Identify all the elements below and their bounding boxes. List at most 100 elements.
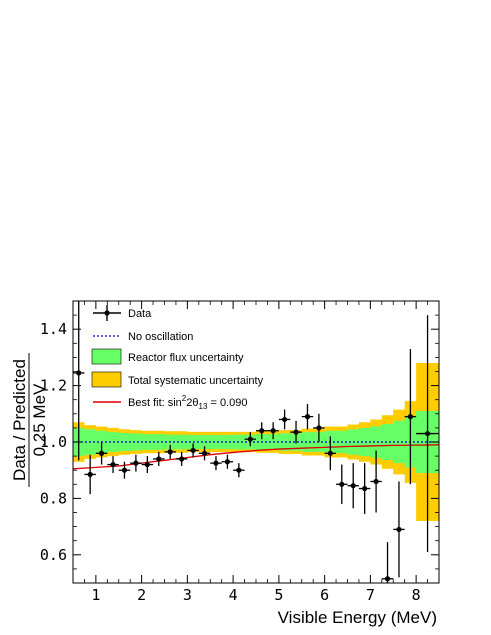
x-tick-label: 5 bbox=[274, 586, 283, 604]
data-point-marker bbox=[167, 449, 173, 455]
legend-item-data: Data bbox=[93, 305, 152, 321]
legend-label-no-oscillation: No oscillation bbox=[128, 331, 193, 343]
data-point bbox=[141, 456, 154, 474]
legend-best-fit-suffix: = 0.090 bbox=[207, 397, 247, 409]
legend-best-fit-sub: 13 bbox=[199, 402, 208, 411]
axes-ticks: 1 2 3 4 5 6 7 8 0.6 0.8 1.0 1.2 1.4 bbox=[40, 300, 440, 604]
data-point-marker bbox=[76, 370, 82, 376]
legend-item-best-fit: Best fit: sin22θ13 = 0.090 bbox=[93, 394, 247, 411]
data-point bbox=[404, 348, 417, 485]
data-point-marker bbox=[362, 485, 368, 492]
data-point-marker bbox=[179, 456, 185, 462]
data-point-marker bbox=[133, 460, 139, 466]
y-axis-label: Data / Predicted 0.25 MeV bbox=[10, 353, 49, 487]
data-point-marker bbox=[190, 447, 196, 454]
data-point-marker bbox=[270, 428, 276, 434]
y-axis-label-denominator: 0.25 MeV bbox=[30, 383, 49, 456]
legend-reactor-swatch bbox=[91, 348, 122, 365]
data-point bbox=[153, 451, 165, 466]
y-tick-label: 1.2 bbox=[40, 377, 67, 395]
data-point-marker bbox=[407, 414, 414, 420]
data-point bbox=[107, 456, 119, 474]
data-point-marker bbox=[396, 526, 402, 533]
data-point bbox=[210, 456, 222, 471]
data-point bbox=[118, 461, 131, 479]
legend-best-fit-mid: 2θ bbox=[186, 397, 198, 409]
data-point bbox=[221, 454, 234, 469]
data-point-marker bbox=[304, 414, 311, 420]
data-point-marker bbox=[213, 460, 219, 466]
data-point bbox=[358, 463, 371, 514]
legend-item-no-oscillation: No oscillation bbox=[93, 331, 193, 343]
x-tick-label: 8 bbox=[412, 586, 421, 604]
data-point bbox=[84, 454, 96, 495]
y-tick-label: 1.0 bbox=[40, 433, 67, 451]
data-point-marker bbox=[144, 461, 150, 468]
data-point-marker bbox=[247, 436, 253, 442]
y-axis-label-numerator: Data / Predicted bbox=[10, 359, 29, 481]
data-point bbox=[290, 420, 302, 444]
data-point-marker bbox=[350, 483, 356, 489]
legend-best-fit-sup: 2 bbox=[182, 394, 187, 403]
plot-area bbox=[73, 301, 439, 583]
legend-label-data: Data bbox=[128, 308, 152, 320]
x-tick-label: 3 bbox=[183, 586, 192, 604]
legend-total-swatch bbox=[91, 371, 122, 388]
x-tick-label: 7 bbox=[366, 586, 375, 604]
data-point-marker bbox=[327, 450, 333, 456]
data-point bbox=[267, 422, 279, 440]
data-point-marker bbox=[236, 467, 242, 473]
data-point-marker bbox=[87, 471, 93, 478]
data-point-marker bbox=[98, 450, 105, 456]
data-point-marker bbox=[384, 576, 391, 582]
x-tick-label: 6 bbox=[320, 586, 329, 604]
data-point-marker bbox=[259, 428, 265, 434]
data-point bbox=[336, 464, 348, 505]
y-tick-label: 1.4 bbox=[40, 320, 67, 338]
data-point bbox=[381, 542, 394, 583]
data-point bbox=[370, 450, 382, 513]
x-tick-label: 1 bbox=[91, 586, 100, 604]
data-point-marker bbox=[110, 461, 116, 468]
reactor-flux-band bbox=[73, 410, 439, 474]
data-point bbox=[164, 444, 176, 459]
legend-best-fit-prefix: Best fit: sin bbox=[128, 397, 182, 409]
data-point bbox=[324, 436, 337, 471]
data-point-marker bbox=[424, 430, 431, 437]
legend-label-total: Total systematic uncertainty bbox=[128, 375, 264, 387]
x-tick-label: 4 bbox=[229, 586, 238, 604]
data-point bbox=[175, 451, 188, 466]
data-point bbox=[198, 446, 211, 461]
legend-data-marker-dot bbox=[104, 310, 110, 316]
data-point-marker bbox=[224, 459, 231, 465]
data-point bbox=[301, 403, 314, 430]
data-point bbox=[244, 432, 256, 447]
data-point-marker bbox=[121, 467, 128, 473]
data-point-marker bbox=[281, 416, 288, 423]
data-point bbox=[130, 454, 142, 472]
legend-item-total: Total systematic uncertainty bbox=[91, 371, 264, 388]
y-tick-label: 0.6 bbox=[40, 546, 67, 564]
data-point-marker bbox=[201, 450, 208, 456]
data-point bbox=[347, 463, 359, 509]
y-tick-label: 0.8 bbox=[40, 489, 67, 507]
legend-item-reactor: Reactor flux uncertainty bbox=[91, 348, 244, 365]
legend-label-best-fit: Best fit: sin22θ13 = 0.090 bbox=[128, 394, 247, 411]
data-point bbox=[95, 442, 108, 465]
data-point-marker bbox=[373, 478, 379, 485]
legend: Data No oscillation Reactor flux uncerta… bbox=[91, 305, 264, 411]
data-point bbox=[393, 481, 405, 578]
data-point bbox=[278, 409, 291, 430]
data-point-marker bbox=[156, 456, 162, 462]
x-tick-label: 2 bbox=[137, 586, 146, 604]
x-axis-label: Visible Energy (MeV) bbox=[278, 608, 437, 627]
data-point bbox=[233, 463, 245, 478]
data-point-marker bbox=[293, 429, 299, 435]
data-point bbox=[313, 413, 325, 442]
data-point-marker bbox=[339, 481, 345, 487]
data-point bbox=[416, 315, 439, 552]
data-point-marker bbox=[316, 425, 322, 431]
data-point bbox=[256, 422, 268, 440]
legend-label-reactor: Reactor flux uncertainty bbox=[128, 352, 244, 364]
